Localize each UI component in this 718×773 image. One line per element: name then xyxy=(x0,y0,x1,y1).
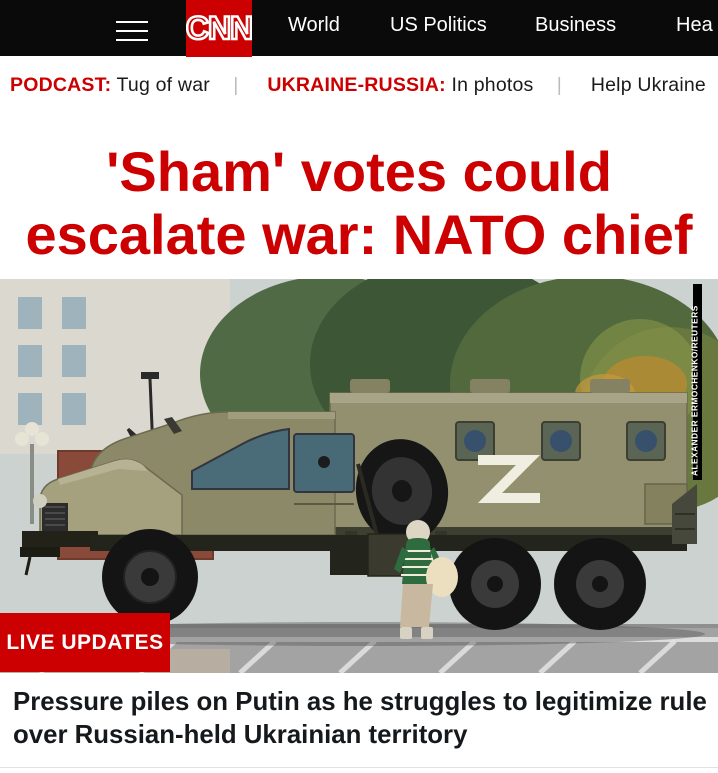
svg-text:ALEXANDER ERMOCHENKO/REUTERS: ALEXANDER ERMOCHENKO/REUTERS xyxy=(690,305,700,476)
svg-text:CNN: CNN xyxy=(186,10,252,46)
